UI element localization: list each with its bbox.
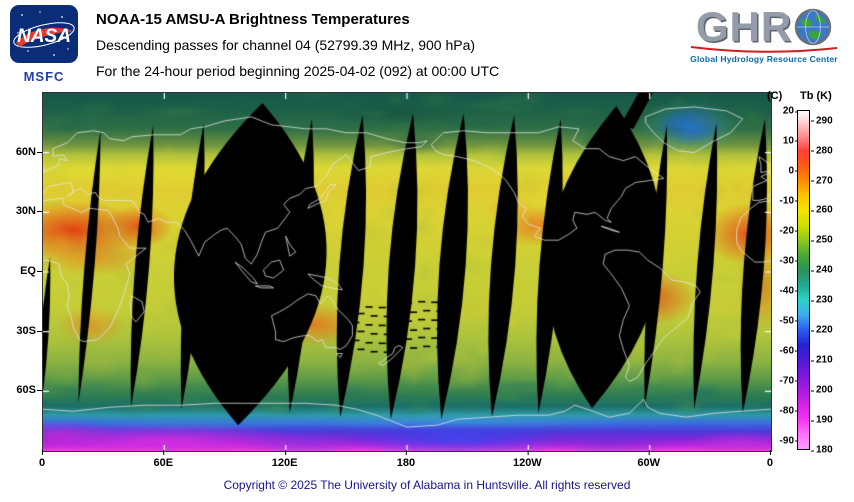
lon-label-4: 120W xyxy=(512,450,542,469)
colorbar-celsius-tick: 20 xyxy=(756,106,798,117)
colorbar-celsius-tick: 10 xyxy=(756,135,798,146)
colorbar-celsius-tick: -50 xyxy=(756,315,798,326)
colorbar xyxy=(797,110,810,450)
colorbar-kelvin-tick: 180 xyxy=(811,444,833,456)
colorbar-kelvin-tick: 190 xyxy=(811,414,833,426)
lon-label-2: 120E xyxy=(271,450,298,469)
ghrc-logo: GHR Global Hydrology Resource Center xyxy=(680,3,848,65)
lon-label-3: 180 xyxy=(396,450,416,469)
colorbar-celsius-tick: 0 xyxy=(756,165,798,176)
ghrc-globe-icon xyxy=(794,8,832,46)
subtitle-channel: Descending passes for channel 04 (52799.… xyxy=(96,37,476,53)
colorbar-kelvin-tick: 240 xyxy=(811,264,833,276)
colorbar-kelvin-tick: 220 xyxy=(811,324,833,336)
page-title: NOAA-15 AMSU-A Brightness Temperatures xyxy=(96,11,410,28)
subtitle-period: For the 24-hour period beginning 2025-04… xyxy=(96,63,500,79)
lat-label-60S: 60S xyxy=(0,384,42,396)
title-block: NOAA-15 AMSU-A Brightness Temperatures D… xyxy=(96,8,499,84)
colorbar-kelvin-tick: 210 xyxy=(811,354,833,366)
colorbar-kelvin-tick: 280 xyxy=(811,145,833,157)
colorbar-kelvin-tick: 270 xyxy=(811,175,833,187)
colorbar-kelvin-tick: 200 xyxy=(811,384,833,396)
lat-label-30S: 30S xyxy=(0,325,42,337)
colorbar-celsius-tick: -90 xyxy=(756,435,798,446)
nasa-logo-block: NASA MSFC xyxy=(10,5,78,84)
brightness-temperature-map xyxy=(43,93,771,451)
nasa-logo: NASA xyxy=(10,5,78,63)
lat-label-EQ: EQ xyxy=(0,265,42,277)
map-frame xyxy=(42,92,772,452)
colorbar-celsius-tick: -80 xyxy=(756,405,798,416)
colorbar-kelvin-unit: Tb (K) xyxy=(800,90,832,102)
ghrc-letters: GHR xyxy=(695,3,793,50)
colorbar-kelvin-tick: 250 xyxy=(811,234,833,246)
colorbar-kelvin-tick: 230 xyxy=(811,294,833,306)
lon-label-0: 0 xyxy=(38,450,46,469)
lat-label-60N: 60N xyxy=(0,146,42,158)
lon-label-6: 0 xyxy=(766,450,774,469)
colorbar-celsius-unit: (C) xyxy=(767,90,783,102)
colorbar-celsius-tick: -20 xyxy=(756,225,798,236)
ghrc-tagline: Global Hydrology Resource Center xyxy=(690,54,838,64)
lon-label-1: 60E xyxy=(153,450,174,469)
colorbar-celsius-tick: -10 xyxy=(756,195,798,206)
colorbar-celsius-tick: -60 xyxy=(756,345,798,356)
ghrc-red-swoosh xyxy=(690,46,838,53)
colorbar-kelvin-tick: 290 xyxy=(811,115,833,127)
colorbar-celsius-tick: -40 xyxy=(756,285,798,296)
lat-label-30N: 30N xyxy=(0,205,42,217)
colorbar-celsius-tick: -70 xyxy=(756,375,798,386)
lon-label-5: 60W xyxy=(637,450,660,469)
copyright-text: Copyright © 2025 The University of Alaba… xyxy=(223,478,631,492)
colorbar-celsius-tick: -30 xyxy=(756,255,798,266)
nasa-wordmark: NASA xyxy=(17,26,71,47)
msfc-label: MSFC xyxy=(23,69,65,84)
colorbar-kelvin-tick: 260 xyxy=(811,204,833,216)
